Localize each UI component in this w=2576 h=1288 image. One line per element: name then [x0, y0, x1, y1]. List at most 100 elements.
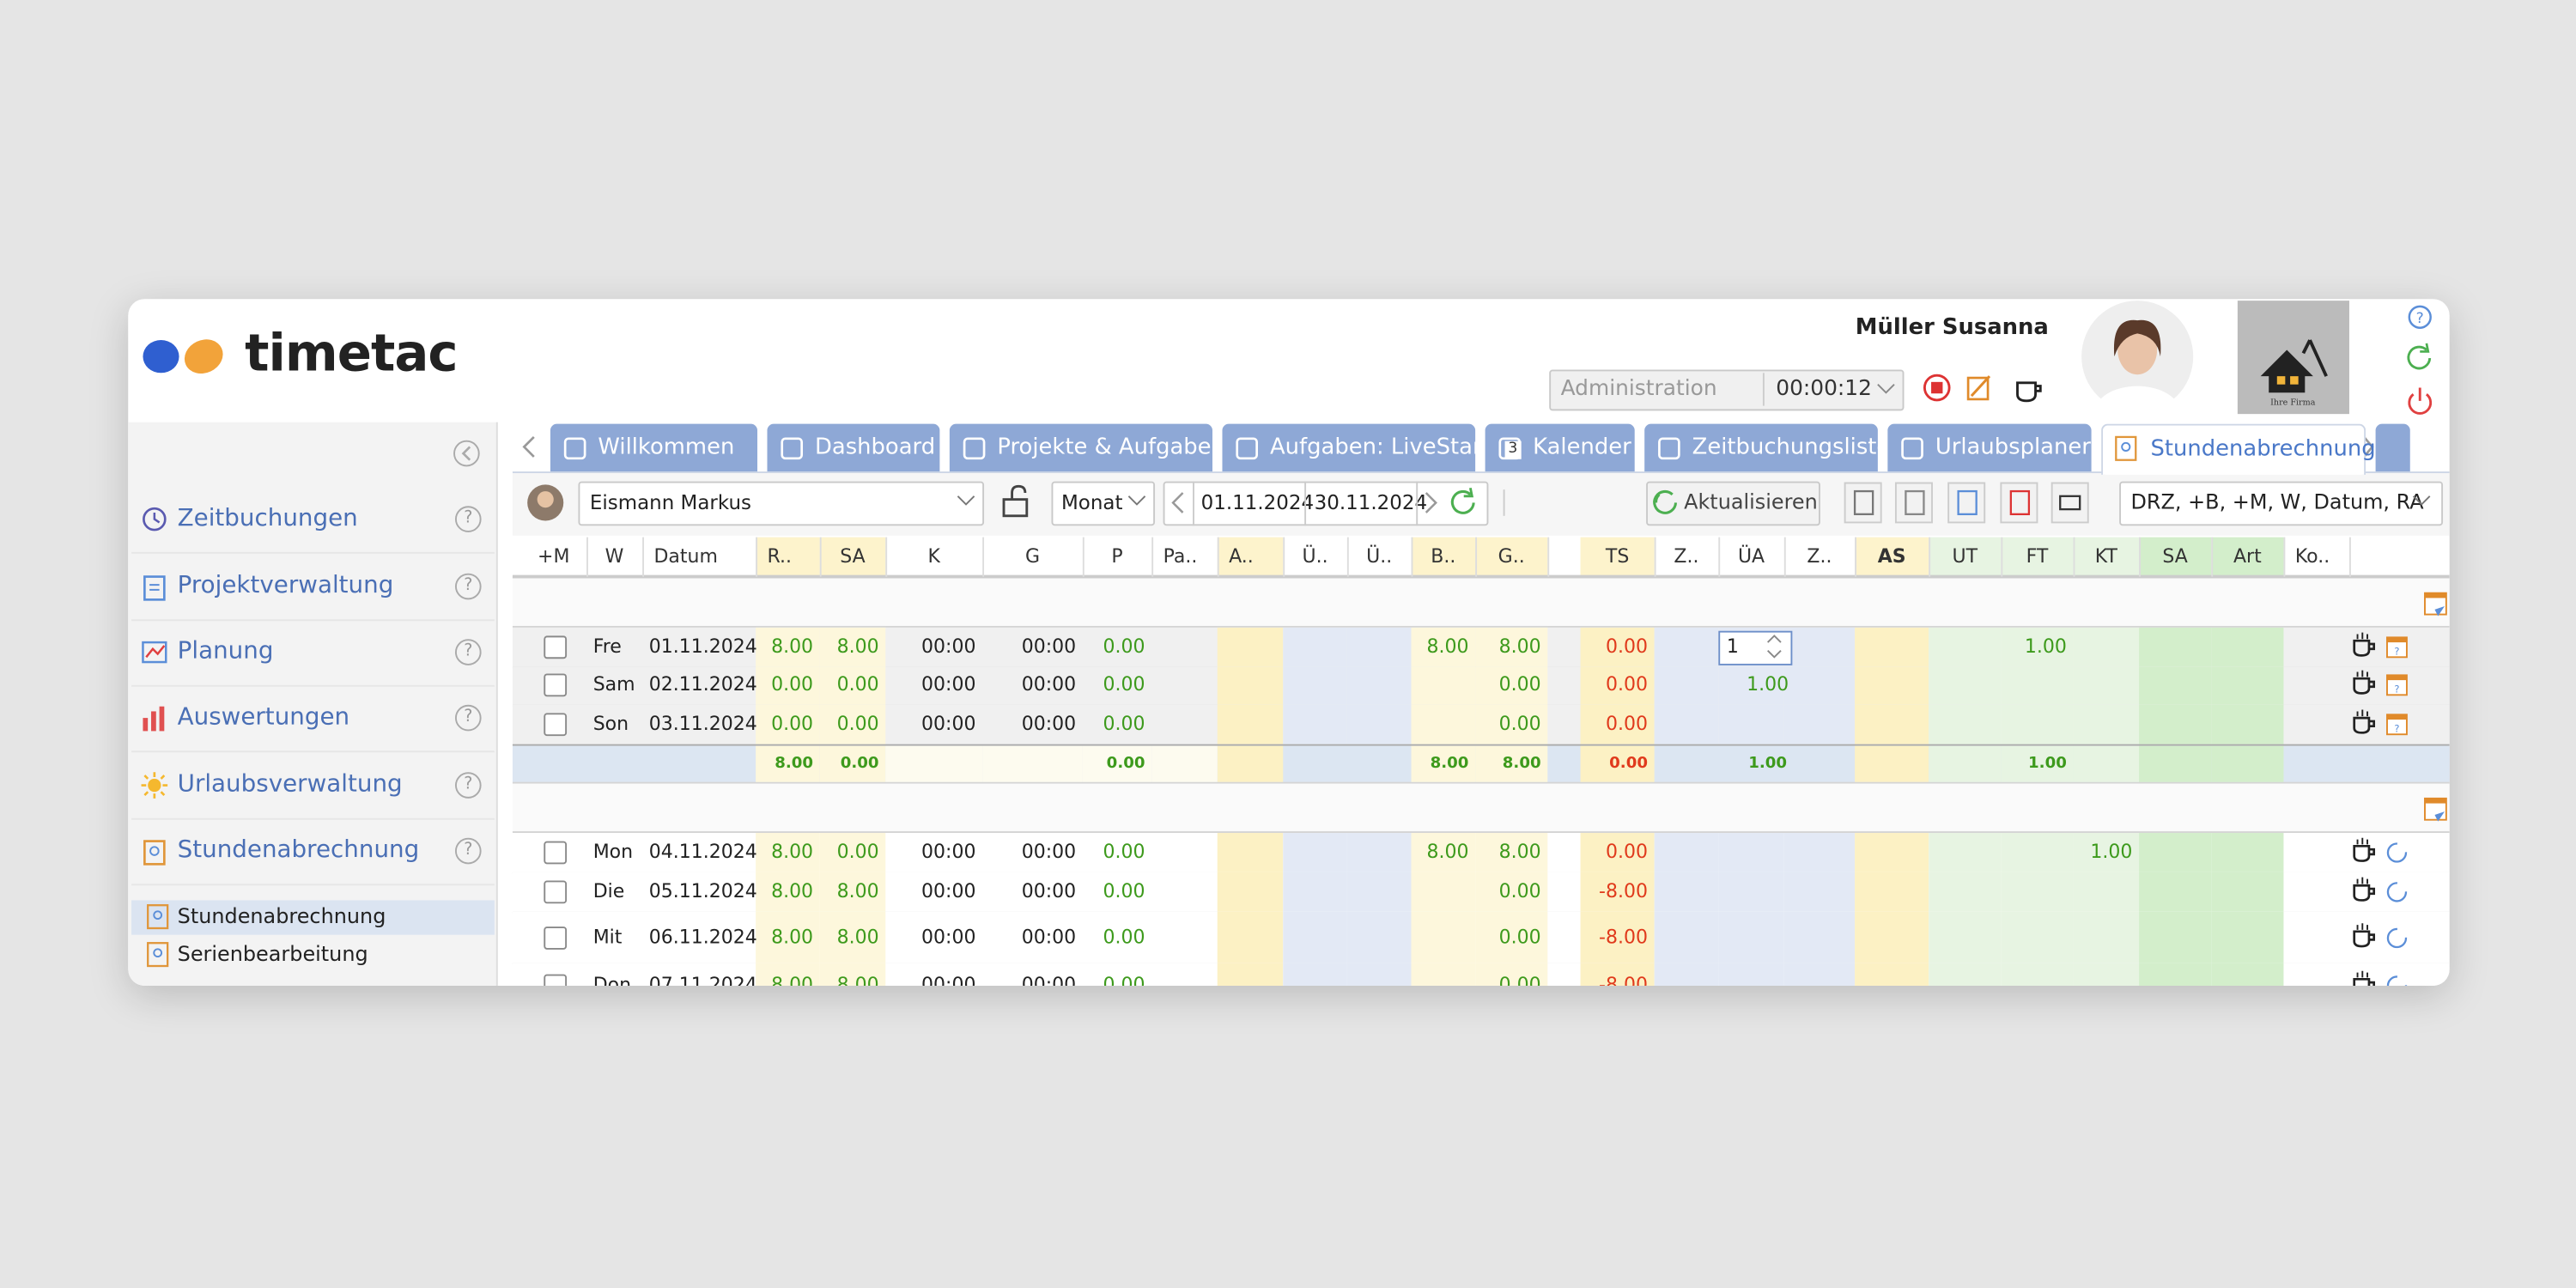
calendar-icon-day: 3 [1504, 440, 1522, 459]
column-shade [1654, 833, 1719, 872]
tab[interactable]: Projekte & Aufgaben [949, 423, 1225, 472]
column-header[interactable]: A.. [1229, 544, 1254, 568]
help-icon[interactable]: ? [454, 837, 482, 865]
column-header[interactable]: Z.. [1674, 544, 1699, 568]
tab[interactable]: Dashboard [767, 423, 940, 472]
chevron [2412, 495, 2431, 506]
column-header[interactable]: ÜA [1737, 544, 1765, 568]
column-header[interactable]: Pa.. [1163, 544, 1198, 568]
cell-value: 00:00 [1021, 840, 1077, 863]
row-checkbox[interactable] [544, 673, 568, 697]
value-input[interactable] [1718, 630, 1793, 665]
cell-value: 00:00 [921, 924, 976, 948]
column-header[interactable]: Ü.. [1366, 544, 1393, 568]
column-shade [982, 745, 1083, 782]
row-actions[interactable] [2353, 877, 2412, 902]
activity-box[interactable] [1549, 369, 1905, 411]
export-buttons[interactable] [1830, 482, 2093, 525]
sidebar-item[interactable]: Urlaubsverwaltung [177, 771, 403, 799]
side-actions[interactable]: ? [2407, 304, 2436, 419]
column-shade [756, 872, 820, 912]
sidebar-item[interactable]: Stundenabrechnung [177, 837, 420, 864]
column-header[interactable]: Ü.. [1302, 544, 1328, 568]
column-header[interactable]: B.. [1431, 544, 1456, 568]
group-calendar-icon[interactable] [2423, 592, 2450, 618]
collapse-button[interactable] [453, 440, 482, 469]
column-shade [2211, 745, 2284, 782]
user-avatar[interactable] [2081, 301, 2196, 439]
row-checkbox[interactable] [544, 841, 568, 865]
row-actions[interactable]: ? [2353, 671, 2412, 696]
row-checkbox[interactable] [544, 926, 568, 949]
sidebar-item[interactable]: Planung [177, 638, 274, 665]
column-header[interactable]: W [605, 544, 624, 568]
help-icon[interactable]: ? [454, 639, 482, 665]
header-actions[interactable] [1923, 373, 2054, 405]
column-header[interactable]: AS [1877, 544, 1906, 568]
column-header[interactable]: Ko.. [2294, 544, 2330, 568]
sub-item[interactable]: Stundenabrechnung [177, 902, 386, 928]
date-from[interactable]: 01.11.2024 [1200, 491, 1315, 514]
column-header[interactable]: SA [840, 544, 866, 568]
column-shade [1283, 665, 1347, 705]
row-actions[interactable]: ? [2353, 632, 2412, 658]
column-shade [1718, 665, 1784, 705]
column-shade [1475, 537, 1548, 577]
sub-item[interactable]: Serienbearbeitung [177, 940, 368, 966]
cell-value: 0.00 [1606, 634, 1649, 658]
tab-overflow[interactable] [2375, 423, 2410, 472]
sidebar-item[interactable]: Projektverwaltung [177, 573, 394, 599]
column-header[interactable]: Datum [653, 544, 718, 568]
tab[interactable]: Aufgaben: LiveStart [1222, 423, 1491, 472]
row-checkbox[interactable] [544, 880, 568, 904]
column-header[interactable]: FT [2026, 544, 2049, 568]
help-icon[interactable]: ? [454, 573, 482, 600]
sidebar-item[interactable]: Zeitbuchungen [177, 505, 358, 532]
column-header[interactable]: UT [1952, 544, 1978, 568]
column-header[interactable]: P [1111, 544, 1123, 568]
row-actions[interactable] [2353, 969, 2412, 987]
row-actions[interactable] [2353, 837, 2412, 863]
column-header[interactable]: Z.. [1807, 544, 1832, 568]
column-shade [1283, 911, 1347, 963]
column-header[interactable]: K [927, 544, 940, 568]
chevron[interactable] [1876, 381, 1896, 398]
date-next[interactable] [1421, 489, 1441, 516]
help-icon[interactable]: ? [454, 506, 482, 532]
row-checkbox[interactable] [544, 973, 568, 986]
reload-icon[interactable] [1448, 486, 1480, 519]
column-header[interactable]: G [1024, 544, 1041, 568]
column-header[interactable]: SA [2162, 544, 2188, 568]
cell-value: 0.00 [771, 672, 814, 696]
column-header[interactable]: R.. [767, 544, 793, 568]
sidebar-item[interactable]: Auswertungen [177, 704, 350, 731]
column-preset-select[interactable] [2119, 481, 2444, 526]
cell-value: 0.00 [1498, 972, 1541, 995]
column-shade [756, 665, 820, 705]
spinner[interactable] [1766, 634, 1783, 660]
tab[interactable]: Stundenabrechnung [2101, 423, 2376, 475]
column-header[interactable]: +M [538, 544, 570, 568]
employee-select[interactable] [578, 481, 985, 526]
column-header[interactable]: TS [1605, 544, 1630, 568]
group-calendar-icon[interactable] [2423, 797, 2450, 823]
column-shade [756, 963, 820, 986]
lock-icon[interactable] [999, 483, 1035, 519]
column-header[interactable]: KT [2094, 544, 2117, 568]
help-icon[interactable]: ? [454, 772, 482, 799]
row-actions[interactable] [2353, 922, 2412, 948]
column-shade [2073, 627, 2140, 666]
row-checkbox[interactable] [544, 713, 568, 737]
date-to[interactable]: 30.11.2024 [1314, 491, 1428, 514]
row-checkbox[interactable] [544, 635, 568, 659]
tab-scroll-right[interactable] [2359, 434, 2375, 460]
column-header[interactable]: Art [2233, 544, 2262, 568]
column-header[interactable]: G.. [1498, 544, 1525, 568]
help-icon[interactable]: ? [454, 704, 482, 732]
tab[interactable]: Zeitbuchungsliste [1644, 423, 1890, 472]
row-actions[interactable]: ? [2353, 709, 2412, 736]
tab-scroll-left[interactable] [519, 434, 539, 460]
date-prev[interactable] [1168, 489, 1188, 516]
